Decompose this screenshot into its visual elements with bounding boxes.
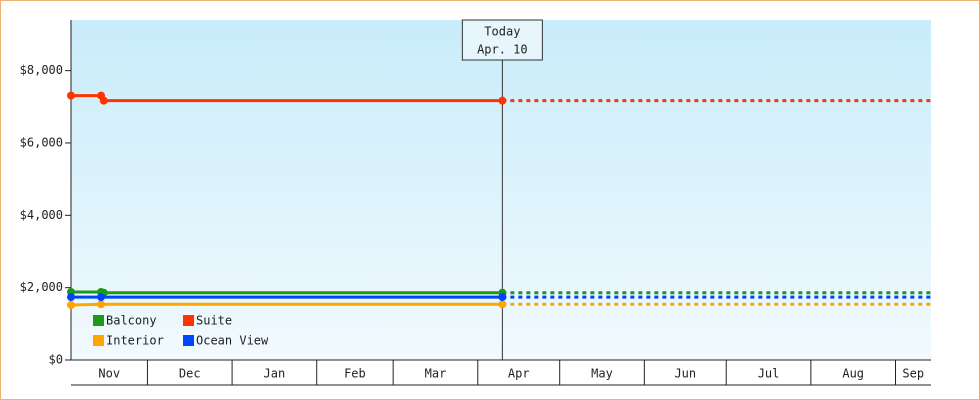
legend-swatch xyxy=(183,315,194,326)
legend-label: Interior xyxy=(106,334,164,348)
legend-label: Suite xyxy=(196,314,232,328)
y-tick-label: $6,000 xyxy=(20,135,63,149)
y-tick-label: $8,000 xyxy=(20,63,63,77)
series-line xyxy=(70,302,503,307)
point xyxy=(97,300,106,309)
today-date: Apr. 10 xyxy=(477,43,528,57)
x-tick-label: Feb xyxy=(344,367,366,381)
x-tick-label: Dec xyxy=(179,367,201,381)
legend-label: Balcony xyxy=(106,314,157,328)
legend-swatch xyxy=(183,335,194,346)
x-tick-label: Jul xyxy=(758,367,780,381)
point xyxy=(67,301,75,310)
x-tick-label: May xyxy=(591,367,613,381)
x-tick-label: Apr xyxy=(508,367,530,381)
x-tick-label: Nov xyxy=(98,367,120,381)
x-tick-label: Jan xyxy=(264,367,286,381)
today-box xyxy=(461,19,543,61)
y-tick-label: $4,000 xyxy=(20,208,63,222)
y-tick-label: $0 xyxy=(49,353,63,367)
series-line xyxy=(71,290,503,295)
today-title: Today xyxy=(484,25,520,39)
legend-swatch xyxy=(93,315,104,326)
legend-swatch xyxy=(93,335,104,346)
point xyxy=(99,96,108,105)
point xyxy=(97,293,106,302)
point xyxy=(67,293,75,302)
point xyxy=(67,91,75,100)
x-tick-label: Aug xyxy=(842,367,864,381)
point xyxy=(498,96,507,105)
plot-area xyxy=(71,20,931,360)
point xyxy=(498,293,507,302)
legend-label: Ocean View xyxy=(196,334,269,348)
y-tick-label: $2,000 xyxy=(20,280,63,294)
x-tick-label: Jun xyxy=(674,367,696,381)
x-tick-label: Mar xyxy=(425,367,447,381)
x-tick-label: Sep xyxy=(902,367,924,381)
point xyxy=(498,300,507,309)
